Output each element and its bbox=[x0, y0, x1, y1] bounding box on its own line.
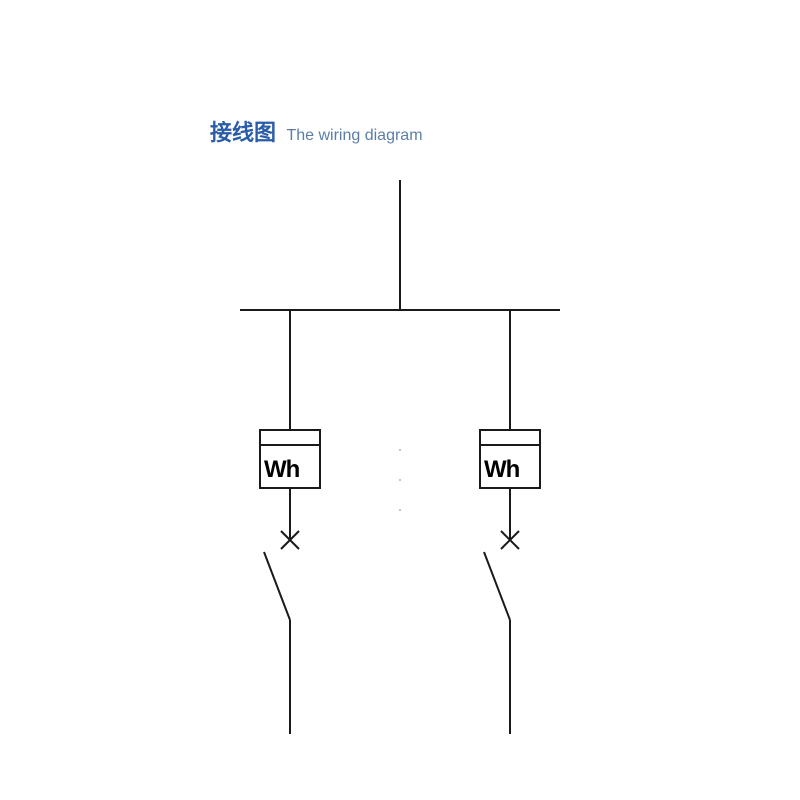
meter-label: Wh bbox=[484, 456, 519, 484]
meter-label: Wh bbox=[264, 456, 299, 484]
wiring-svg bbox=[0, 0, 800, 800]
wiring-diagram-canvas: 接线图 The wiring diagram WhWh bbox=[0, 0, 800, 800]
